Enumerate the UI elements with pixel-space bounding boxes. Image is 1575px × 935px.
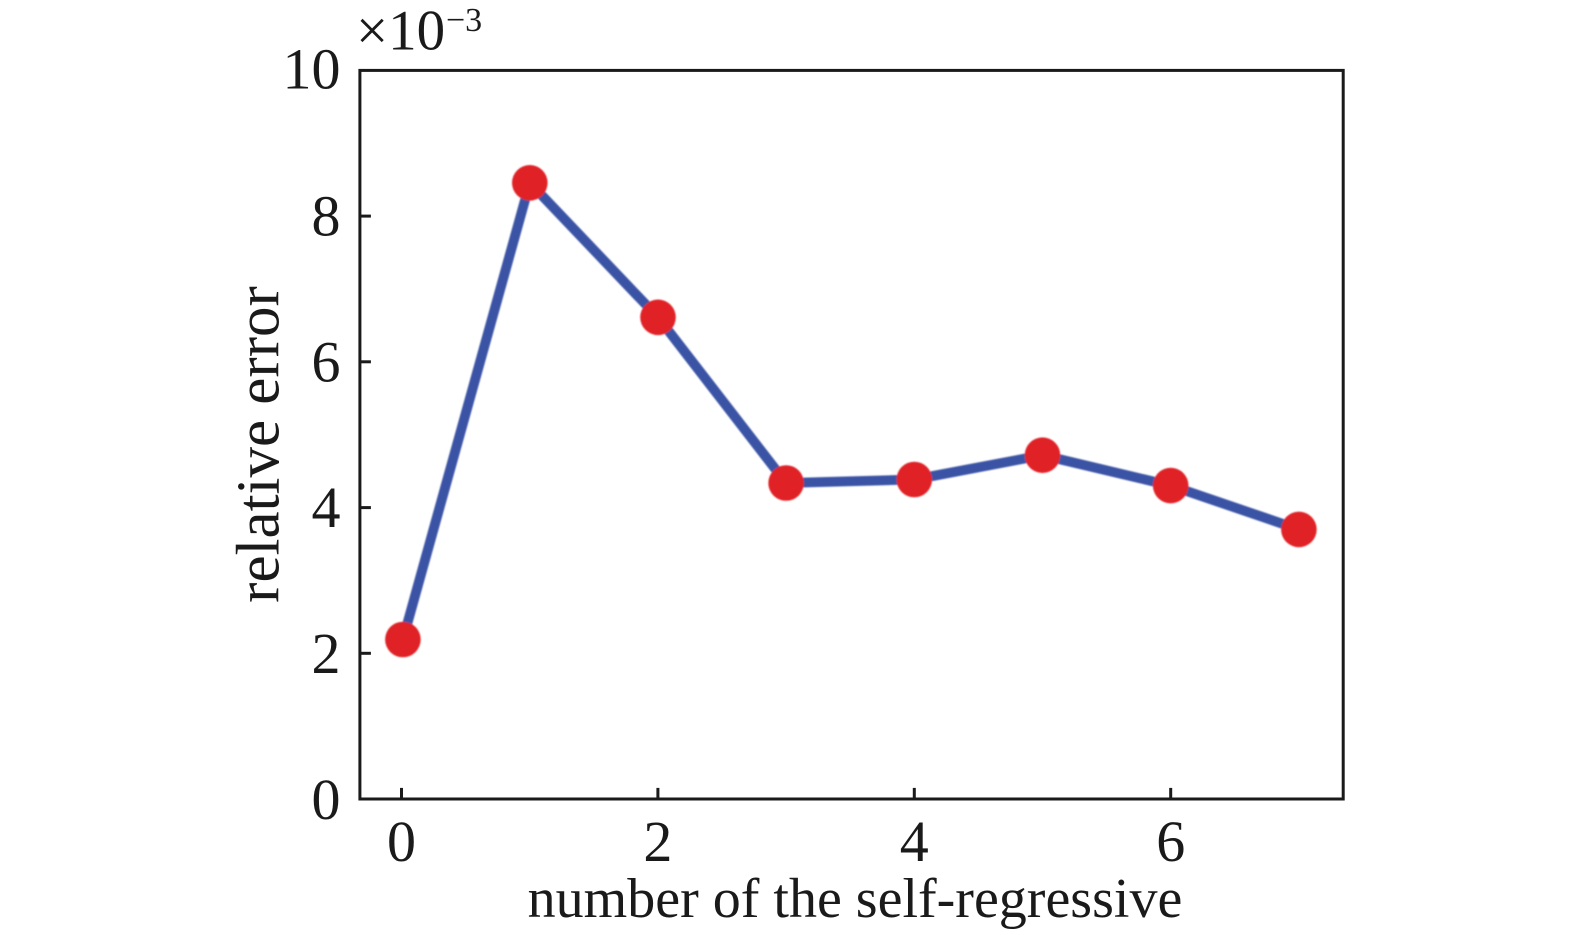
svg-text:0: 0	[387, 809, 416, 874]
svg-text:6: 6	[1156, 809, 1185, 874]
svg-text:8: 8	[312, 184, 341, 249]
svg-text:2: 2	[643, 809, 672, 874]
svg-text:10: 10	[283, 37, 341, 102]
svg-text:number of the self-regressive: number of the self-regressive	[528, 868, 1183, 930]
svg-text:relative error: relative error	[226, 286, 293, 603]
svg-text:−3: −3	[446, 2, 482, 39]
svg-text:×10: ×10	[356, 0, 445, 63]
svg-text:6: 6	[312, 329, 341, 394]
svg-text:2: 2	[312, 621, 341, 686]
svg-text:0: 0	[312, 767, 341, 832]
svg-text:4: 4	[312, 475, 341, 540]
svg-text:4: 4	[900, 809, 929, 874]
